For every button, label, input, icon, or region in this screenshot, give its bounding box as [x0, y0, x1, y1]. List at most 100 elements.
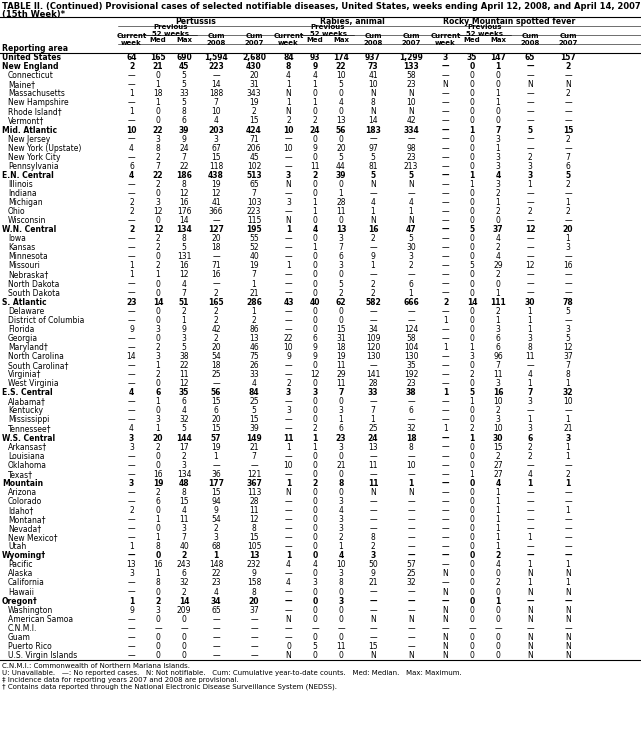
- Text: —: —: [337, 624, 345, 633]
- Text: 15: 15: [493, 442, 503, 452]
- Text: Cum
2007: Cum 2007: [244, 33, 263, 46]
- Text: 6: 6: [181, 569, 187, 578]
- Text: —: —: [212, 71, 220, 80]
- Text: Hawaii: Hawaii: [8, 587, 34, 596]
- Text: Med: Med: [463, 37, 480, 43]
- Text: 7: 7: [181, 153, 187, 162]
- Text: 9: 9: [313, 343, 317, 352]
- Text: Med: Med: [306, 37, 323, 43]
- Text: —: —: [564, 216, 572, 225]
- Text: 13: 13: [368, 442, 378, 452]
- Text: —: —: [526, 361, 534, 370]
- Text: —: —: [128, 189, 135, 198]
- Text: N: N: [443, 633, 448, 642]
- Text: E.N. Central: E.N. Central: [2, 171, 54, 180]
- Text: 40: 40: [249, 252, 259, 261]
- Text: 84: 84: [249, 388, 260, 398]
- Text: 0: 0: [470, 325, 474, 334]
- Text: 68: 68: [211, 542, 221, 551]
- Text: —: —: [250, 633, 258, 642]
- Text: —: —: [407, 533, 415, 542]
- Text: 0: 0: [338, 452, 344, 460]
- Text: 35: 35: [467, 53, 477, 62]
- Text: 0: 0: [470, 71, 474, 80]
- Text: N: N: [370, 615, 376, 624]
- Text: —: —: [442, 125, 449, 134]
- Text: 6: 6: [565, 162, 570, 171]
- Text: 23: 23: [406, 80, 416, 89]
- Text: —: —: [407, 606, 415, 615]
- Text: 5: 5: [469, 225, 474, 234]
- Text: —: —: [442, 416, 449, 424]
- Text: Rhode Island†: Rhode Island†: [8, 107, 62, 116]
- Text: 3: 3: [129, 442, 134, 452]
- Text: 124: 124: [404, 325, 418, 334]
- Text: 3: 3: [528, 162, 533, 171]
- Text: 3: 3: [181, 524, 187, 533]
- Text: 141: 141: [366, 370, 380, 379]
- Text: —: —: [526, 280, 534, 289]
- Text: 7: 7: [370, 406, 376, 416]
- Text: —: —: [212, 216, 220, 225]
- Text: 118: 118: [209, 162, 223, 171]
- Text: 0: 0: [313, 180, 317, 189]
- Text: 8: 8: [252, 524, 256, 533]
- Text: 0: 0: [338, 587, 344, 596]
- Text: 0: 0: [313, 615, 317, 624]
- Text: N: N: [527, 642, 533, 651]
- Text: 5: 5: [370, 171, 376, 180]
- Text: 0: 0: [470, 506, 474, 515]
- Text: 14: 14: [153, 298, 163, 307]
- Text: 8: 8: [286, 62, 291, 71]
- Text: 1: 1: [495, 533, 501, 542]
- Text: —: —: [285, 280, 292, 289]
- Text: 2: 2: [181, 587, 187, 596]
- Text: 0: 0: [470, 460, 474, 470]
- Text: 0: 0: [156, 116, 160, 125]
- Text: N: N: [527, 569, 533, 578]
- Text: 22: 22: [284, 334, 293, 343]
- Text: 2: 2: [338, 289, 344, 298]
- Text: 0: 0: [313, 533, 317, 542]
- Text: 8: 8: [181, 488, 187, 497]
- Text: 7: 7: [251, 452, 256, 460]
- Text: 1: 1: [252, 307, 256, 316]
- Text: 0: 0: [313, 542, 317, 551]
- Text: 71: 71: [249, 134, 259, 143]
- Text: 47: 47: [406, 225, 416, 234]
- Text: 96: 96: [493, 352, 503, 361]
- Text: 1: 1: [408, 289, 413, 298]
- Text: 9: 9: [313, 144, 317, 153]
- Text: 0: 0: [156, 107, 160, 116]
- Text: 20: 20: [211, 416, 221, 424]
- Text: —: —: [442, 578, 449, 587]
- Text: 174: 174: [333, 53, 349, 62]
- Text: 3: 3: [338, 515, 344, 524]
- Text: —: —: [128, 633, 135, 642]
- Text: —: —: [526, 515, 534, 524]
- Text: 2: 2: [129, 62, 134, 71]
- Text: 4: 4: [528, 470, 533, 478]
- Text: N: N: [565, 80, 571, 89]
- Text: 4: 4: [286, 578, 291, 587]
- Text: 30: 30: [493, 433, 503, 442]
- Text: 43: 43: [283, 298, 294, 307]
- Text: —: —: [128, 380, 135, 388]
- Text: 366: 366: [209, 207, 223, 216]
- Text: 0: 0: [156, 316, 160, 325]
- Text: —: —: [369, 271, 377, 280]
- Text: —: —: [285, 596, 292, 605]
- Text: 2: 2: [565, 62, 570, 71]
- Text: 1: 1: [338, 542, 344, 551]
- Text: 2: 2: [408, 262, 413, 271]
- Text: 2: 2: [286, 116, 291, 125]
- Text: 27: 27: [493, 470, 503, 478]
- Text: 4: 4: [338, 98, 344, 107]
- Text: 0: 0: [155, 551, 161, 560]
- Text: —: —: [564, 289, 572, 298]
- Text: 3: 3: [495, 325, 501, 334]
- Text: 14: 14: [467, 298, 478, 307]
- Text: 45: 45: [179, 62, 189, 71]
- Text: —: —: [212, 642, 220, 651]
- Text: 1: 1: [469, 125, 474, 134]
